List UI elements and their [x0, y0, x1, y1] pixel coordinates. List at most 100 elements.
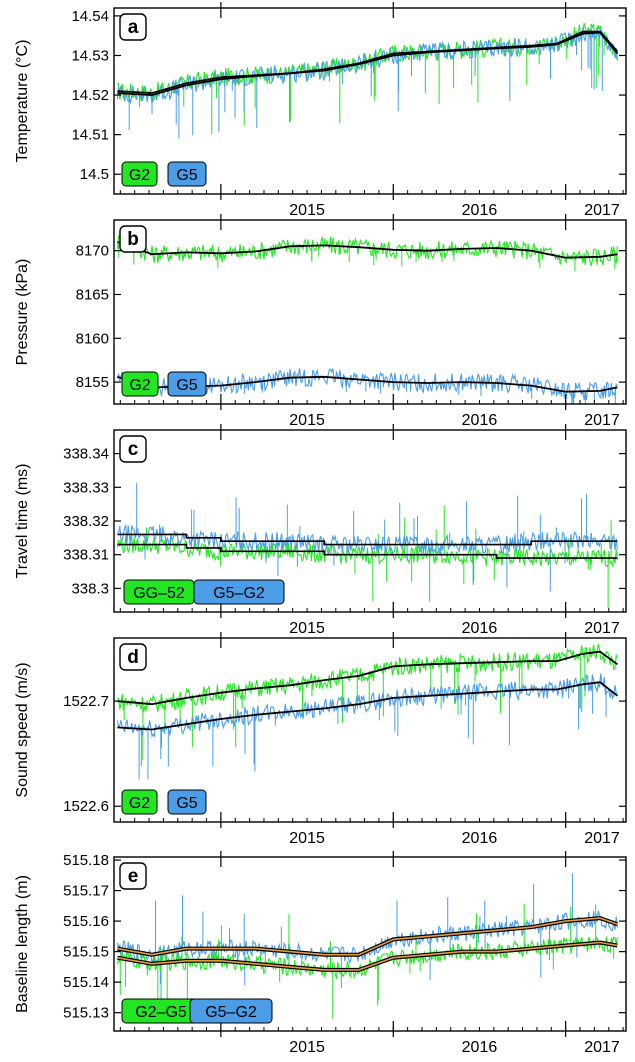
x-tick-label: 2017 — [584, 1039, 620, 1056]
panel-c-legend-item-gg-52: GG–52 — [123, 579, 195, 605]
panel-a-legend-label-g2: G2 — [129, 167, 150, 184]
series-line-g2-g5 — [117, 941, 618, 971]
panel-d-label-box: d — [119, 643, 147, 671]
y-tick-label: 338.3 — [71, 580, 109, 597]
y-tick-label: 338.34 — [63, 446, 109, 463]
panel-b-x-axis: 2015 2016 2017 — [119, 214, 624, 429]
x-tick-label: 2016 — [462, 202, 498, 219]
x-tick-label: 2016 — [462, 412, 498, 429]
x-tick-label: 2016 — [462, 830, 498, 847]
series-line-g5-g2 — [117, 533, 618, 546]
panel-e-legend: G2–G5 G5–G2 — [121, 998, 273, 1024]
y-tick-label: 8160 — [76, 330, 109, 347]
series-raw-g2 — [117, 644, 618, 713]
panel-d-plot-area — [113, 637, 627, 823]
x-tick-label: 2017 — [584, 830, 620, 847]
x-tick-label: 2017 — [584, 202, 620, 219]
panel-a: 14.5 14.51 14.52 14.53 14.54 2015 2016 2017 Te… — [14, 2, 627, 219]
panel-d-y-axis-label: Sound speed (m/s) — [14, 662, 31, 797]
panel-b: 8155 8160 8165 8170 2015 2016 2017 Pressure (… — [14, 214, 627, 429]
panel-e-x-axis: 2015 2016 2017 — [119, 851, 624, 1056]
panel-d-legend: G2 G5 — [121, 789, 207, 815]
panel-c-y-axis-label: Travel time (ms) — [14, 464, 31, 579]
panel-c-label: c — [128, 439, 139, 460]
series-raw-gg-52 — [116, 534, 618, 569]
y-tick-label: 515.14 — [63, 974, 109, 991]
x-tick-label: 2015 — [289, 620, 325, 637]
panel-a-x-axis: 2015 2016 2017 — [119, 2, 624, 219]
plot-frame — [113, 856, 627, 1032]
series-line-g2 — [117, 650, 618, 706]
series-line-g2 — [117, 30, 619, 95]
panel-d-x-axis: 2015 2016 2017 — [119, 632, 624, 847]
panel-d-legend-label-g2: G2 — [129, 795, 150, 812]
panel-b-label: b — [127, 229, 139, 250]
y-tick-label: 14.54 — [71, 8, 109, 25]
series-line-g2 — [117, 241, 618, 259]
panel-d-legend-label-g5: G5 — [176, 795, 197, 812]
x-tick-label: 2015 — [289, 412, 325, 429]
y-tick-label: 515.16 — [63, 913, 109, 930]
panel-b-y-axis-label: Pressure (kPa) — [14, 259, 31, 366]
panel-c-label-box: c — [119, 435, 147, 463]
series-line-g5 — [117, 31, 619, 97]
panel-c-legend-label-gg-52: GG–52 — [133, 585, 185, 602]
panel-a-legend-label-g5: G5 — [176, 167, 197, 184]
y-tick-label: 515.18 — [63, 852, 109, 869]
panel-e-label-box: e — [119, 862, 147, 890]
y-tick-label: 1522.6 — [63, 798, 109, 815]
panel-a-plot-area — [113, 7, 627, 195]
y-tick-label: 338.31 — [63, 547, 109, 564]
series-line-gg-52 — [117, 543, 618, 559]
plot-frame — [113, 219, 627, 405]
y-tick-label: 14.53 — [71, 47, 109, 64]
panel-b-y-axis: 8155 8160 8165 8170 — [76, 243, 626, 391]
panel-b-legend-item-g5: G5 — [167, 371, 207, 397]
y-tick-label: 515.17 — [63, 883, 109, 900]
panel-e-legend-item-g2-g5: G2–G5 — [121, 998, 201, 1024]
panel-c-legend-label-g5-g2: G5–G2 — [213, 585, 265, 602]
panel-c-legend: GG–52 G5–G2 — [123, 579, 285, 605]
y-tick-label: 1522.7 — [63, 693, 109, 710]
series-line-g5-g2 — [117, 917, 618, 956]
series-line-g5 — [117, 681, 618, 731]
x-tick-label: 2017 — [584, 412, 620, 429]
series-raw-g5 — [116, 26, 618, 105]
y-tick-label: 14.52 — [71, 87, 109, 104]
panel-b-legend-item-g2: G2 — [121, 371, 159, 397]
x-tick-label: 2015 — [289, 202, 325, 219]
panel-e-legend-label-g2-g5: G2–G5 — [135, 1004, 187, 1021]
panel-e-legend-label-g5-g2: G5–G2 — [205, 1004, 257, 1021]
panel-b-legend: G2 G5 — [121, 371, 207, 397]
panel-c-y-axis: 338.3 338.31 338.32 338.33 338.34 — [63, 446, 626, 597]
y-tick-label: 14.51 — [71, 127, 109, 144]
y-tick-label: 515.13 — [63, 1005, 109, 1022]
panel-a-y-axis-label: Temperature (°C) — [14, 40, 31, 163]
y-tick-label: 338.32 — [63, 513, 109, 530]
series-raw-g5-g2 — [116, 910, 618, 965]
panel-e-plot-area — [113, 856, 627, 1032]
panel-e-legend-item-g5-g2: G5–G2 — [189, 998, 273, 1024]
x-tick-label: 2015 — [289, 830, 325, 847]
panel-b-legend-label-g2: G2 — [129, 377, 150, 394]
y-tick-label: 515.15 — [63, 944, 109, 961]
y-tick-label: 14.5 — [80, 166, 109, 183]
y-tick-label: 338.33 — [63, 479, 109, 496]
series-raw-g2 — [116, 234, 618, 266]
plot-frame — [113, 637, 627, 823]
panel-a-y-axis: 14.5 14.51 14.52 14.53 14.54 — [71, 8, 626, 183]
panel-a-legend-item-g2: G2 — [121, 161, 158, 187]
series-raw-g5-g2 — [117, 523, 618, 555]
panel-a-legend-item-g5: G5 — [167, 161, 207, 187]
panel-b-plot-area — [113, 219, 627, 405]
panel-d-legend-item-g2: G2 — [121, 789, 158, 815]
panel-b-legend-label-g5: G5 — [176, 377, 197, 394]
y-tick-label: 8155 — [76, 374, 109, 391]
panel-a-label-box: a — [119, 13, 147, 41]
panel-c-x-axis: 2015 2016 2017 — [119, 424, 624, 637]
x-tick-label: 2016 — [462, 1039, 498, 1056]
panel-e: 515.13 515.14 515.15 515.16 515.17 515.18 201… — [14, 851, 627, 1056]
panel-d-y-axis: 1522.6 1522.7 — [63, 693, 626, 815]
x-tick-label: 2016 — [462, 620, 498, 637]
